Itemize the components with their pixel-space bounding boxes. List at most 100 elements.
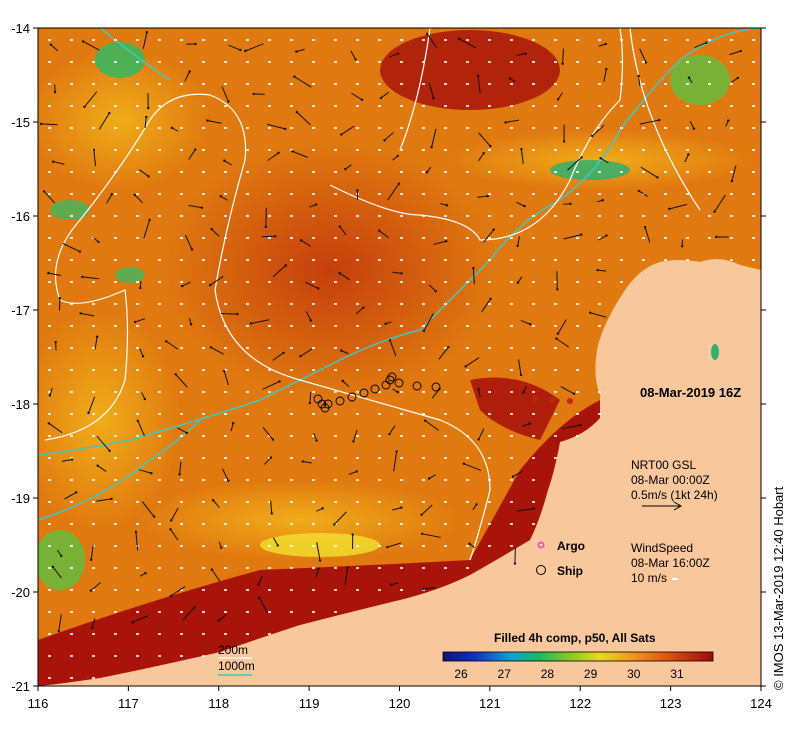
marker <box>532 395 538 401</box>
current-vector-head <box>146 31 148 33</box>
colorbar-label: 28 <box>541 667 555 681</box>
current-vector-head <box>265 226 267 228</box>
current-legend-time: 08-Mar 00:00Z <box>631 473 710 487</box>
current-vector-head <box>472 267 474 269</box>
current-vector-head <box>475 503 477 505</box>
current-vector-head <box>71 458 73 460</box>
current-vector-head <box>658 119 660 121</box>
current-vector-head <box>591 135 593 137</box>
lon-tick-label: 122 <box>569 696 591 711</box>
colorbar-label: 26 <box>454 667 468 681</box>
current-vector-head <box>293 75 295 77</box>
current-vector-head <box>239 49 241 51</box>
current-vector-head <box>400 506 402 508</box>
current-vector-head <box>83 106 85 108</box>
current-vector-head <box>705 41 707 43</box>
current-vector-head <box>340 133 342 135</box>
current-vector-head <box>520 374 522 376</box>
current-vector-head <box>489 298 491 300</box>
current-vector-head <box>386 546 388 548</box>
current-vector-head <box>339 225 341 227</box>
ship-legend-label: Ship <box>557 564 583 578</box>
current-vector-head <box>181 285 183 287</box>
current-vector-head <box>400 272 402 274</box>
current-vector-head <box>317 567 319 569</box>
current-vector-head <box>174 373 176 375</box>
current-vector-head <box>210 346 212 348</box>
current-vector-head <box>50 43 52 45</box>
current-vector-head <box>271 512 273 514</box>
current-vector-head <box>424 419 426 421</box>
current-vector-head <box>96 464 98 466</box>
current-vector-head <box>220 195 222 197</box>
lat-tick-label: -21 <box>11 679 30 694</box>
current-vector-head <box>90 589 92 591</box>
current-vector-head <box>388 433 390 435</box>
current-vector-head <box>321 507 323 509</box>
lon-tick-label: 119 <box>299 696 320 711</box>
current-vector-head <box>257 583 259 585</box>
current-vector-head <box>602 199 604 201</box>
current-vector-head <box>188 70 190 72</box>
marker <box>567 398 573 404</box>
current-vector-head <box>344 168 346 170</box>
current-vector-head <box>523 205 525 207</box>
current-vector-head <box>524 52 526 54</box>
current-vector-head <box>87 412 89 414</box>
current-vector-head <box>477 388 479 390</box>
wind-legend-time: 08-Mar 16:00Z <box>631 556 710 570</box>
current-vector-head <box>58 630 60 632</box>
current-vector-head <box>580 156 582 158</box>
lon-tick-label: 120 <box>389 696 411 711</box>
current-vector-head <box>144 398 146 400</box>
current-vector-head <box>656 176 658 178</box>
current-vector-head <box>529 323 531 325</box>
current-vector-head <box>302 460 304 462</box>
current-vector-head <box>310 319 312 321</box>
current-vector-head <box>533 507 535 509</box>
current-vector-head <box>285 264 287 266</box>
current-vector-head <box>277 544 279 546</box>
current-vector-head <box>687 153 689 155</box>
current-vector-head <box>110 498 112 500</box>
sst-field <box>20 28 761 686</box>
current-vector-head <box>193 606 195 608</box>
current-vector-head <box>227 100 229 102</box>
current-vector-head <box>426 171 428 173</box>
current-vector-head <box>206 119 208 121</box>
current-vector-head <box>468 543 470 545</box>
current-vector-head <box>383 139 385 141</box>
cool-water-patch <box>711 344 719 360</box>
current-vector-head <box>153 515 155 517</box>
current-vector-head <box>555 337 557 339</box>
current-vector-head <box>645 61 647 63</box>
current-vector-head <box>420 514 422 516</box>
current-vector-head <box>170 519 172 521</box>
current-vector-head <box>422 588 424 590</box>
current-vector-head <box>517 282 519 284</box>
current-vector-head <box>169 528 171 530</box>
current-vector-head <box>144 572 146 574</box>
current-vector-head <box>54 91 56 93</box>
current-vector-head <box>139 287 141 289</box>
lon-tick-label: 116 <box>28 696 49 711</box>
current-vector-head <box>338 272 340 274</box>
credit-text: © IMOS 13-Mar-2019 12:40 Hobart <box>771 487 786 690</box>
current-vector-head <box>315 203 317 205</box>
current-vector-head <box>556 288 558 290</box>
current-vector-head <box>445 240 447 242</box>
marker <box>549 397 555 403</box>
current-vector-head <box>250 322 252 324</box>
current-vector-head <box>563 140 565 142</box>
current-vector-head <box>142 355 144 357</box>
argo-legend-label: Argo <box>557 539 585 553</box>
current-vector-head <box>396 155 398 157</box>
current-vector-head <box>93 149 95 151</box>
current-vector-head <box>258 597 260 599</box>
lat-tick-label: -14 <box>11 21 30 36</box>
current-vector-head <box>236 313 238 315</box>
warm-patch <box>160 140 500 400</box>
current-vector-head <box>477 438 479 440</box>
current-vector-head <box>342 380 344 382</box>
